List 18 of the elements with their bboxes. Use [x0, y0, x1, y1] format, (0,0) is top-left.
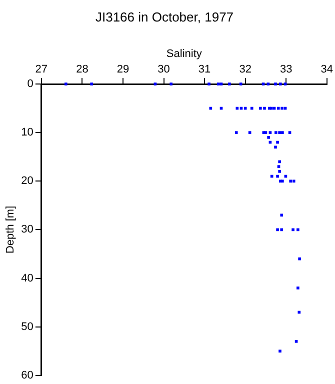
y-tick-label: 0	[27, 78, 34, 90]
y-tick-label: 40	[21, 272, 34, 284]
x-tick-label: 34	[320, 63, 334, 76]
x-tick-label: 32	[239, 63, 252, 76]
x-tick-label: 30	[158, 63, 170, 76]
x-tick-label: 28	[76, 63, 88, 76]
y-tick-label: 10	[21, 126, 34, 139]
y-tick-label: 30	[21, 224, 34, 236]
x-tick-label: 27	[35, 63, 48, 76]
y-tick-label: 20	[21, 175, 34, 188]
x-tick-label: 31	[198, 63, 211, 76]
chart-title: JI3166 in October, 1977	[95, 9, 234, 24]
y-tick-label: 60	[21, 369, 34, 382]
x-tick-label: 29	[116, 63, 130, 76]
x-axis-title: Salinity	[166, 48, 202, 60]
y-tick-label: 50	[21, 320, 34, 333]
y-axis-title: Depth [m]	[4, 206, 17, 254]
x-tick-label: 33	[280, 63, 292, 76]
